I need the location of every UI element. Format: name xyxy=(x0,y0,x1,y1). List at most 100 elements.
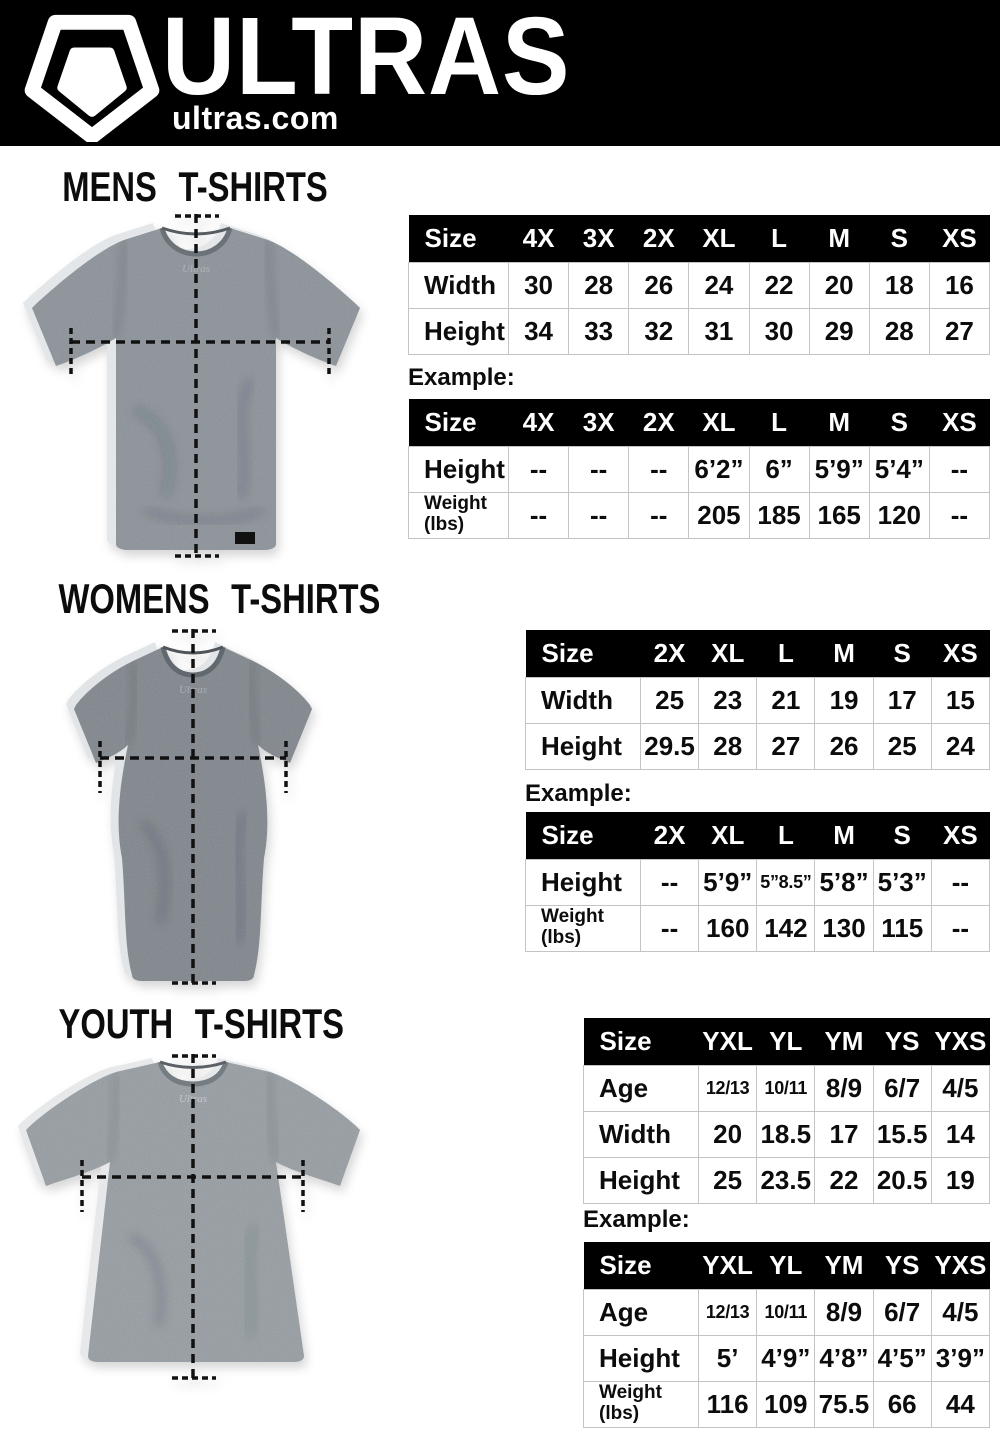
value-cell: 28 xyxy=(868,307,930,355)
value-cell: 6” xyxy=(748,445,810,493)
value-cell: 29 xyxy=(808,307,870,355)
table-header-row: Size YXL YL YM YS YXS xyxy=(583,1018,990,1065)
value-cell: 142 xyxy=(756,904,816,952)
value-cell: 30 xyxy=(748,307,810,355)
value-cell: 33 xyxy=(568,307,630,355)
value-cell: 6/7 xyxy=(872,1064,932,1112)
value-cell: 130 xyxy=(814,904,874,952)
value-cell: 22 xyxy=(748,261,810,309)
table-row: Weight (lbs) -- -- -- 205 185 165 120 -- xyxy=(408,491,991,539)
value-cell: -- xyxy=(639,858,700,906)
value-cell: -- xyxy=(507,445,570,493)
value-cell: 4/5 xyxy=(930,1064,991,1112)
column-header-cell: 2X xyxy=(628,399,689,446)
row-label-cell: Height xyxy=(408,307,509,355)
value-cell: 5’9” xyxy=(808,445,870,493)
value-cell: 32 xyxy=(628,307,690,355)
value-cell: 28 xyxy=(568,261,630,309)
womens-example-table: Size 2X XL L M S XS Height -- 5’9” 5”8.5” 5’8” 5’3” -… xyxy=(525,812,991,952)
column-header-cell: 3X xyxy=(568,215,629,262)
value-cell: 25 xyxy=(639,676,700,724)
table-row: Height 34 33 32 31 30 29 28 27 xyxy=(408,307,991,355)
table-row: Weight (lbs) -- 160 142 130 115 -- xyxy=(525,904,991,952)
value-cell: 24 xyxy=(688,261,750,309)
table-row: Width 25 23 21 19 17 15 xyxy=(525,676,991,724)
value-cell: 27 xyxy=(756,722,816,770)
value-cell: 17 xyxy=(872,676,932,724)
row-label-cell: Weight (lbs) xyxy=(583,1380,699,1428)
column-header-cell: 4X xyxy=(508,215,569,262)
column-header-cell: XL xyxy=(688,399,749,446)
value-cell: 26 xyxy=(628,261,690,309)
value-cell: 4’8” xyxy=(814,1334,874,1382)
value-cell: -- xyxy=(928,491,991,539)
value-cell: 66 xyxy=(872,1380,932,1428)
table-header-row: Size YXL YL YM YS YXS xyxy=(583,1242,990,1289)
table-row: Width 30 28 26 24 22 20 18 16 xyxy=(408,261,991,309)
value-cell: 19 xyxy=(814,676,874,724)
youth-section-title: YOUTH T-SHIRTS xyxy=(58,1000,344,1047)
column-header-cell: 4X xyxy=(508,399,569,446)
column-header-cell: L xyxy=(756,812,815,859)
pentagon-crest-icon xyxy=(24,14,160,142)
column-header-cell: XS xyxy=(931,812,990,859)
column-header-cell: M xyxy=(809,215,870,262)
column-header-cell: YXL xyxy=(698,1018,757,1065)
value-cell: -- xyxy=(928,445,991,493)
header-bar: ULTRAS ultras.com xyxy=(0,0,1000,146)
column-header-cell: 2X xyxy=(640,630,699,677)
column-header-cell: M xyxy=(809,399,870,446)
value-cell: 18.5 xyxy=(756,1110,816,1158)
womens-tshirt-image: Ultras xyxy=(66,629,312,985)
value-cell: 31 xyxy=(688,307,750,355)
value-cell: 34 xyxy=(507,307,570,355)
column-header-cell: YXL xyxy=(698,1242,757,1289)
value-cell: 5’ xyxy=(697,1334,758,1382)
size-header-cell: Size xyxy=(583,1242,699,1289)
value-cell: 17 xyxy=(814,1110,874,1158)
mens-size-table: Size 4X 3X 2X XL L M S XS Width 30 28 26 24 22 20 18 16 He… xyxy=(408,215,991,355)
size-header-cell: Size xyxy=(583,1018,699,1065)
value-cell: 20 xyxy=(808,261,870,309)
column-header-cell: XS xyxy=(929,399,990,446)
column-header-cell: L xyxy=(749,399,810,446)
column-header-cell: YL xyxy=(756,1242,815,1289)
value-cell: 109 xyxy=(756,1380,816,1428)
table-header-row: Size 4X 3X 2X XL L M S XS xyxy=(408,215,990,262)
value-cell: -- xyxy=(507,491,570,539)
table-row: Weight (lbs) 116 109 75.5 66 44 xyxy=(583,1380,991,1428)
value-cell: -- xyxy=(628,445,690,493)
value-cell: -- xyxy=(930,904,991,952)
value-cell: 8/9 xyxy=(814,1288,874,1336)
size-header-cell: Size xyxy=(525,812,641,859)
column-header-cell: YM xyxy=(814,1018,874,1065)
value-cell: 44 xyxy=(930,1380,991,1428)
table-header-row: Size 2X XL L M S XS xyxy=(525,812,990,859)
youth-size-table: Size YXL YL YM YS YXS Age 12/13 10/11 8/9 6/7 4/5 Wi… xyxy=(583,1018,991,1204)
value-cell: 6/7 xyxy=(872,1288,932,1336)
column-header-cell: XS xyxy=(931,630,990,677)
value-cell: 185 xyxy=(748,491,810,539)
row-label-cell: Width xyxy=(408,261,509,309)
youth-example-table: Size YXL YL YM YS YXS Age 12/13 10/11 8/9 6/7 4/5 He… xyxy=(583,1242,991,1428)
table-row: Height -- 5’9” 5”8.5” 5’8” 5’3” -- xyxy=(525,858,991,906)
column-header-cell: 2X xyxy=(628,215,689,262)
row-label-cell: Height xyxy=(408,445,509,493)
brand-title: ULTRAS xyxy=(162,0,571,118)
value-cell: 18 xyxy=(868,261,930,309)
value-cell: 27 xyxy=(928,307,991,355)
value-cell: -- xyxy=(568,445,630,493)
table-row: Age 12/13 10/11 8/9 6/7 4/5 xyxy=(583,1288,991,1336)
value-cell: 28 xyxy=(698,722,758,770)
value-cell: -- xyxy=(930,858,991,906)
column-header-cell: L xyxy=(756,630,815,677)
womens-section-title: WOMENS T-SHIRTS xyxy=(58,575,381,622)
value-cell: 4’9” xyxy=(756,1334,816,1382)
column-header-cell: YS xyxy=(873,1242,932,1289)
column-header-cell: S xyxy=(873,812,932,859)
table-row: Age 12/13 10/11 8/9 6/7 4/5 xyxy=(583,1064,991,1112)
row-label-cell: Weight (lbs) xyxy=(408,491,509,539)
value-cell: -- xyxy=(639,904,700,952)
value-cell: 15 xyxy=(930,676,991,724)
